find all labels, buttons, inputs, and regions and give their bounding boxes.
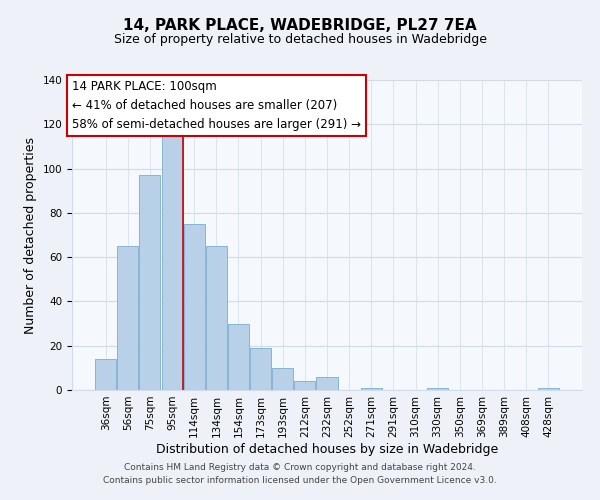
Bar xyxy=(361,388,382,390)
Bar xyxy=(316,376,338,390)
Text: 14, PARK PLACE, WADEBRIDGE, PL27 7EA: 14, PARK PLACE, WADEBRIDGE, PL27 7EA xyxy=(123,18,477,32)
Text: Contains public sector information licensed under the Open Government Licence v3: Contains public sector information licen… xyxy=(103,476,497,485)
Bar xyxy=(118,246,139,390)
Bar xyxy=(95,359,116,390)
Text: Size of property relative to detached houses in Wadebridge: Size of property relative to detached ho… xyxy=(113,32,487,46)
Bar xyxy=(250,348,271,390)
Bar xyxy=(295,381,316,390)
Bar xyxy=(538,388,559,390)
Bar xyxy=(206,246,227,390)
Text: Contains HM Land Registry data © Crown copyright and database right 2024.: Contains HM Land Registry data © Crown c… xyxy=(124,464,476,472)
Bar xyxy=(272,368,293,390)
Bar xyxy=(184,224,205,390)
Text: 14 PARK PLACE: 100sqm
← 41% of detached houses are smaller (207)
58% of semi-det: 14 PARK PLACE: 100sqm ← 41% of detached … xyxy=(72,80,361,131)
Bar xyxy=(228,324,249,390)
Bar xyxy=(161,136,182,390)
X-axis label: Distribution of detached houses by size in Wadebridge: Distribution of detached houses by size … xyxy=(156,442,498,456)
Bar xyxy=(139,175,160,390)
Y-axis label: Number of detached properties: Number of detached properties xyxy=(24,136,37,334)
Bar xyxy=(427,388,448,390)
